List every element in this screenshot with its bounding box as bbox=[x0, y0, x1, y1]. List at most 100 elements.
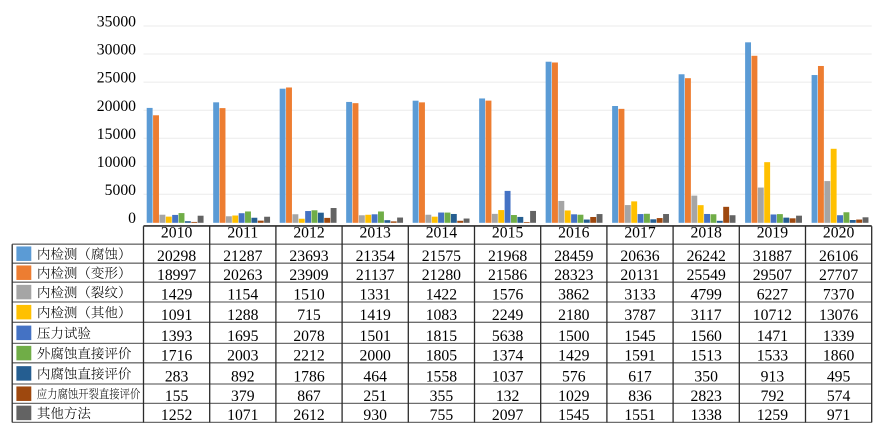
svg-text:30000: 30000 bbox=[97, 42, 136, 59]
svg-text:495: 495 bbox=[827, 369, 851, 386]
svg-text:21280: 21280 bbox=[422, 267, 461, 284]
svg-text:3133: 3133 bbox=[624, 287, 656, 304]
svg-text:1429: 1429 bbox=[558, 347, 590, 364]
svg-text:27707: 27707 bbox=[819, 267, 858, 284]
svg-text:20263: 20263 bbox=[223, 267, 262, 284]
svg-text:15000: 15000 bbox=[97, 126, 136, 143]
svg-text:5638: 5638 bbox=[492, 328, 524, 345]
svg-text:1374: 1374 bbox=[492, 347, 524, 364]
svg-text:355: 355 bbox=[430, 388, 454, 405]
svg-text:5000: 5000 bbox=[105, 182, 137, 199]
svg-text:574: 574 bbox=[827, 388, 851, 405]
svg-text:379: 379 bbox=[231, 388, 255, 405]
svg-text:2180: 2180 bbox=[558, 307, 590, 324]
svg-text:464: 464 bbox=[363, 369, 387, 386]
svg-text:21968: 21968 bbox=[488, 248, 527, 265]
svg-text:1029: 1029 bbox=[558, 388, 590, 405]
svg-text:1576: 1576 bbox=[492, 287, 524, 304]
svg-text:1513: 1513 bbox=[691, 347, 723, 364]
svg-text:1786: 1786 bbox=[293, 369, 325, 386]
svg-text:20000: 20000 bbox=[97, 98, 136, 115]
svg-text:1471: 1471 bbox=[757, 328, 788, 345]
svg-text:26242: 26242 bbox=[687, 248, 726, 265]
svg-text:20298: 20298 bbox=[157, 248, 196, 265]
svg-text:1422: 1422 bbox=[426, 287, 457, 304]
svg-text:1419: 1419 bbox=[360, 307, 392, 324]
svg-text:1560: 1560 bbox=[691, 328, 723, 345]
svg-text:21354: 21354 bbox=[356, 248, 395, 265]
svg-text:23909: 23909 bbox=[289, 267, 328, 284]
svg-text:1071: 1071 bbox=[227, 407, 258, 424]
svg-text:1510: 1510 bbox=[293, 287, 325, 304]
svg-text:21137: 21137 bbox=[356, 267, 395, 284]
svg-text:576: 576 bbox=[562, 369, 586, 386]
svg-text:25000: 25000 bbox=[97, 70, 136, 87]
svg-text:3787: 3787 bbox=[624, 307, 656, 324]
svg-text:21575: 21575 bbox=[422, 248, 461, 265]
svg-text:1259: 1259 bbox=[757, 407, 789, 424]
svg-text:1695: 1695 bbox=[227, 328, 259, 345]
svg-text:913: 913 bbox=[761, 369, 785, 386]
svg-text:28323: 28323 bbox=[554, 267, 593, 284]
svg-text:10712: 10712 bbox=[753, 307, 792, 324]
svg-text:2249: 2249 bbox=[492, 307, 524, 324]
svg-text:1805: 1805 bbox=[426, 347, 458, 364]
svg-text:1591: 1591 bbox=[624, 347, 655, 364]
svg-text:2013: 2013 bbox=[360, 225, 392, 242]
svg-text:2000: 2000 bbox=[360, 347, 392, 364]
svg-text:13076: 13076 bbox=[819, 307, 858, 324]
svg-text:1331: 1331 bbox=[360, 287, 391, 304]
svg-text:2212: 2212 bbox=[293, 347, 324, 364]
svg-text:715: 715 bbox=[297, 307, 321, 324]
svg-text:1860: 1860 bbox=[823, 347, 855, 364]
svg-text:2014: 2014 bbox=[426, 225, 458, 242]
svg-text:2078: 2078 bbox=[293, 328, 325, 345]
svg-text:20131: 20131 bbox=[620, 267, 659, 284]
svg-text:1339: 1339 bbox=[823, 328, 855, 345]
svg-text:29507: 29507 bbox=[753, 267, 792, 284]
svg-text:350: 350 bbox=[694, 369, 718, 386]
svg-text:0: 0 bbox=[128, 210, 136, 227]
svg-text:2015: 2015 bbox=[492, 225, 524, 242]
svg-text:2011: 2011 bbox=[227, 225, 258, 242]
svg-text:10000: 10000 bbox=[97, 154, 136, 171]
svg-text:1083: 1083 bbox=[426, 307, 458, 324]
svg-text:7370: 7370 bbox=[823, 287, 855, 304]
svg-text:4799: 4799 bbox=[691, 287, 723, 304]
svg-text:21586: 21586 bbox=[488, 267, 527, 284]
svg-text:1500: 1500 bbox=[558, 328, 590, 345]
svg-text:971: 971 bbox=[827, 407, 851, 424]
svg-text:617: 617 bbox=[628, 369, 652, 386]
svg-text:35000: 35000 bbox=[97, 14, 136, 31]
svg-text:2823: 2823 bbox=[691, 388, 723, 405]
svg-text:21287: 21287 bbox=[223, 248, 262, 265]
svg-text:1037: 1037 bbox=[492, 369, 524, 386]
svg-text:2018: 2018 bbox=[691, 225, 723, 242]
svg-text:2017: 2017 bbox=[624, 225, 656, 242]
svg-text:1393: 1393 bbox=[161, 328, 193, 345]
svg-text:23693: 23693 bbox=[289, 248, 328, 265]
svg-text:1501: 1501 bbox=[360, 328, 391, 345]
svg-text:6227: 6227 bbox=[757, 287, 789, 304]
svg-text:792: 792 bbox=[761, 388, 785, 405]
svg-text:283: 283 bbox=[165, 369, 189, 386]
svg-text:1815: 1815 bbox=[426, 328, 458, 345]
svg-text:867: 867 bbox=[297, 388, 321, 405]
svg-text:2003: 2003 bbox=[227, 347, 259, 364]
svg-text:1288: 1288 bbox=[227, 307, 259, 324]
svg-text:25549: 25549 bbox=[687, 267, 726, 284]
svg-text:1545: 1545 bbox=[624, 328, 656, 345]
svg-text:1716: 1716 bbox=[161, 347, 193, 364]
svg-text:1545: 1545 bbox=[558, 407, 590, 424]
svg-text:755: 755 bbox=[430, 407, 454, 424]
svg-text:2012: 2012 bbox=[293, 225, 324, 242]
svg-text:2020: 2020 bbox=[823, 225, 855, 242]
svg-text:26106: 26106 bbox=[819, 248, 858, 265]
svg-text:28459: 28459 bbox=[554, 248, 593, 265]
svg-text:2612: 2612 bbox=[293, 407, 324, 424]
svg-text:1252: 1252 bbox=[161, 407, 192, 424]
svg-text:2019: 2019 bbox=[757, 225, 789, 242]
svg-text:1551: 1551 bbox=[624, 407, 655, 424]
svg-text:3862: 3862 bbox=[558, 287, 589, 304]
svg-text:1338: 1338 bbox=[691, 407, 723, 424]
